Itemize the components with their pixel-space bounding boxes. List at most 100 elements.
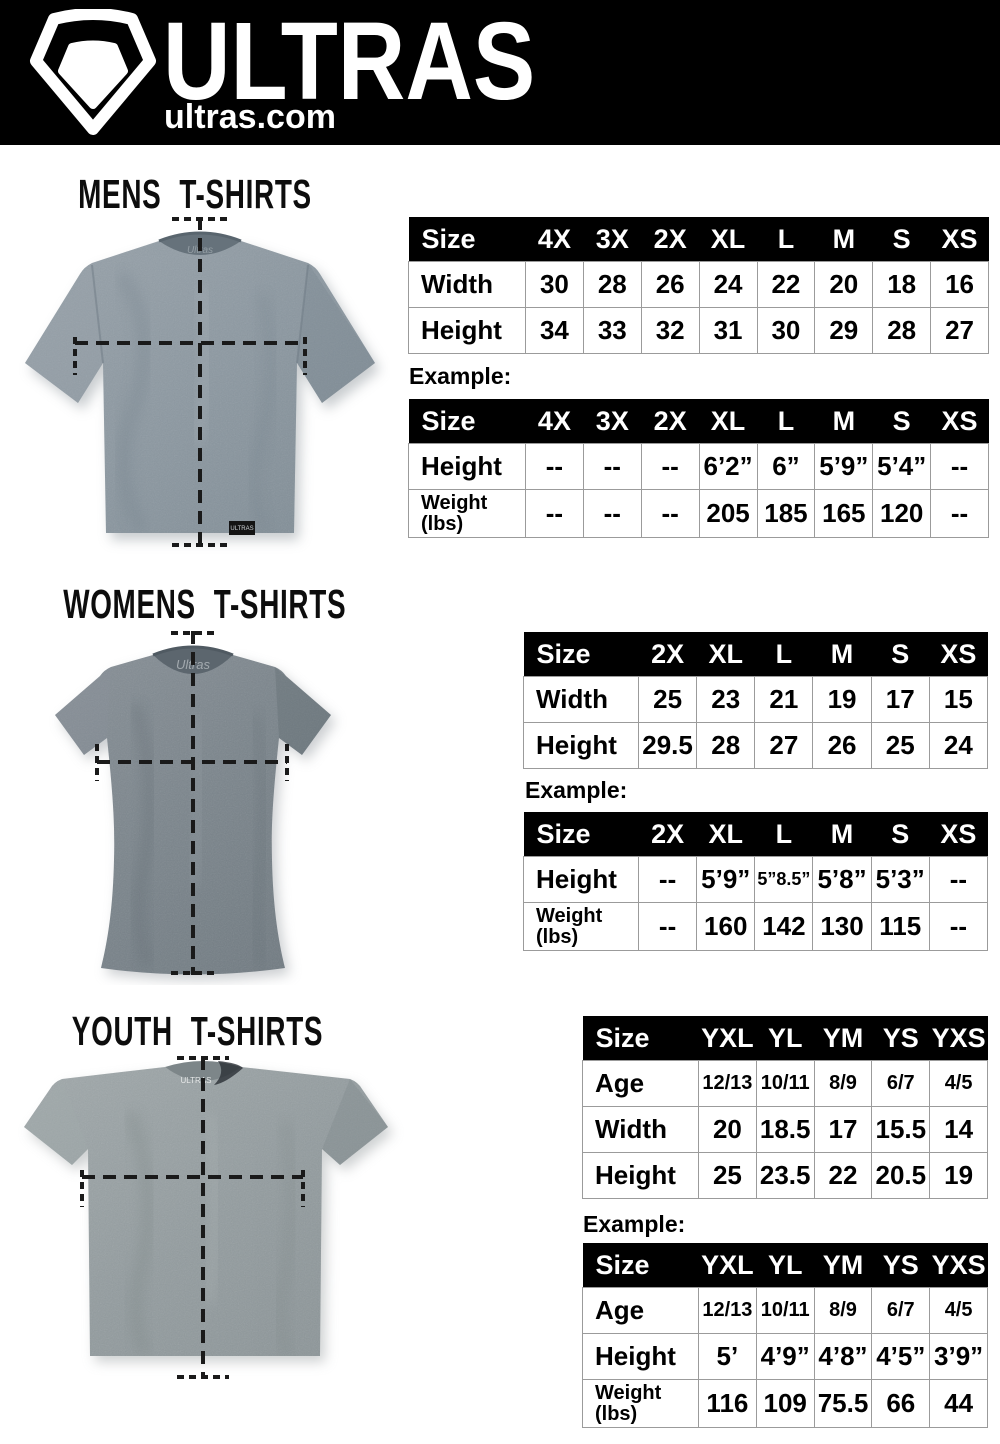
column-header: M xyxy=(814,399,873,444)
column-header: XL xyxy=(696,632,755,677)
cell-value: 28 xyxy=(872,307,932,354)
cell-value: 3’9” xyxy=(929,1333,988,1380)
cell-value: -- xyxy=(640,443,700,490)
mens-shirt-image: Ultras ULTRAS xyxy=(25,217,380,547)
cell-value: 116 xyxy=(698,1379,757,1428)
collar-label: ULTRAS xyxy=(181,1076,212,1085)
column-header: 2X xyxy=(641,399,700,444)
cell-value: 19 xyxy=(812,676,872,723)
column-header: 2X xyxy=(641,217,700,262)
size-column-header: Size xyxy=(582,1243,699,1288)
cell-value: -- xyxy=(930,443,989,490)
mens-measurement-lines xyxy=(73,217,307,547)
column-header: L xyxy=(754,812,813,857)
cell-value: 4/5 xyxy=(929,1060,988,1107)
row-label: Age xyxy=(582,1287,699,1334)
column-header: M xyxy=(812,632,872,677)
cell-value: 5’4” xyxy=(872,443,932,490)
cell-value: 10/11 xyxy=(755,1060,815,1107)
cell-value: 165 xyxy=(814,489,874,538)
column-header: XL xyxy=(699,399,757,444)
cell-value: 16 xyxy=(930,261,989,308)
column-header: XS xyxy=(929,812,988,857)
cell-value: 18 xyxy=(872,261,932,308)
mens-example-table: Size 4X 3X 2X XL L M S XS Height -- -- -- 6’2” 6” 5’9” 5… xyxy=(408,399,989,538)
cell-value: -- xyxy=(637,902,698,951)
cell-value: 20 xyxy=(814,261,874,308)
womens-example-table-grid: Size 2X XL L M S XS Height -- 5’9” 5”8.5” 5’8” 5’3” -… xyxy=(523,812,989,951)
youth-measurement-lines xyxy=(80,1056,305,1379)
site-header: ULTRAS ultras.com xyxy=(0,0,1000,145)
mens-example-label: Example: xyxy=(409,363,512,389)
cell-value: 4’5” xyxy=(871,1333,931,1380)
youth-example-label: Example: xyxy=(583,1211,686,1237)
womens-size-table: Size 2X XL L M S XS Width 25 23 21 19 17 15 Height 29.5… xyxy=(523,632,989,769)
row-label: Height xyxy=(523,722,639,769)
size-column-header: Size xyxy=(523,812,639,857)
column-header: L xyxy=(757,399,815,444)
column-header: XS xyxy=(930,399,989,444)
cell-value: 14 xyxy=(929,1106,988,1153)
mens-size-table: Size 4X 3X 2X XL L M S XS Width 30 28 26 24 22 20 18 16 He… xyxy=(408,217,989,354)
column-header: 3X xyxy=(583,217,642,262)
column-header: S xyxy=(872,217,931,262)
size-column-header: Size xyxy=(523,632,639,677)
cell-value: 5’ xyxy=(698,1333,757,1380)
cell-value: 28 xyxy=(696,722,756,769)
cell-value: 24 xyxy=(698,261,758,308)
youth-section-title: YOUTH T-SHIRTS xyxy=(71,1008,324,1054)
cell-value: 75.5 xyxy=(813,1379,873,1428)
cell-value: 17 xyxy=(813,1106,873,1153)
hem-tag xyxy=(229,521,255,535)
cell-value: 21 xyxy=(754,676,814,723)
cell-value: -- xyxy=(525,443,584,490)
site-url: ultras.com xyxy=(164,98,336,136)
cell-value: -- xyxy=(582,489,642,538)
cell-value: 17 xyxy=(870,676,930,723)
column-header: S xyxy=(872,399,931,444)
row-label: Width xyxy=(408,261,526,308)
column-header: 3X xyxy=(583,399,642,444)
cell-value: 15.5 xyxy=(871,1106,931,1153)
cell-value: 20.5 xyxy=(871,1152,931,1199)
svg-text:ULTRAS: ULTRAS xyxy=(230,526,253,532)
youth-example-table-grid: Size YXL YL YM YS YXS Age 12/13 10/11 8/9 6/7 4/5 He… xyxy=(582,1243,988,1428)
column-header: XS xyxy=(929,632,988,677)
cell-value: 32 xyxy=(640,307,700,354)
row-label: Height xyxy=(582,1152,699,1199)
cell-value: 5”8.5” xyxy=(754,856,814,903)
column-header: M xyxy=(814,217,873,262)
womens-measurement-lines xyxy=(95,631,289,975)
cell-value: 6/7 xyxy=(871,1060,931,1107)
cell-value: 27 xyxy=(754,722,814,769)
column-header: YM xyxy=(814,1243,872,1288)
cell-value: 31 xyxy=(698,307,758,354)
cell-value: 109 xyxy=(755,1379,815,1428)
cell-value: 25 xyxy=(698,1152,757,1199)
row-label: Weight (lbs) xyxy=(408,489,526,538)
cell-value: 26 xyxy=(640,261,700,308)
cell-value: 15 xyxy=(928,676,989,723)
cell-value: 24 xyxy=(928,722,989,769)
youth-example-table: Size YXL YL YM YS YXS Age 12/13 10/11 8/9 6/7 4/5 He… xyxy=(582,1243,988,1428)
column-header: M xyxy=(812,812,872,857)
cell-value: 22 xyxy=(756,261,816,308)
row-label: Width xyxy=(582,1106,699,1153)
column-header: YL xyxy=(756,1016,815,1061)
row-label: Height xyxy=(408,307,526,354)
column-header: L xyxy=(754,632,813,677)
youth-size-table-grid: Size YXL YL YM YS YXS Age 12/13 10/11 8/9 6/7 4/5 Wi… xyxy=(582,1016,988,1199)
cell-value: 142 xyxy=(754,902,814,951)
youth-size-table: Size YXL YL YM YS YXS Age 12/13 10/11 8/9 6/7 4/5 Wi… xyxy=(582,1016,988,1199)
cell-value: 23.5 xyxy=(755,1152,815,1199)
cell-value: 12/13 xyxy=(698,1060,757,1107)
cell-value: 30 xyxy=(525,261,584,308)
cell-value: 5’8” xyxy=(812,856,872,903)
cell-value: 6/7 xyxy=(871,1287,931,1334)
size-column-header: Size xyxy=(582,1016,699,1061)
column-header: YXL xyxy=(698,1243,757,1288)
womens-shirt-image: Ultras xyxy=(55,631,336,981)
row-label: Weight (lbs) xyxy=(523,902,639,951)
cell-value: 27 xyxy=(930,307,989,354)
